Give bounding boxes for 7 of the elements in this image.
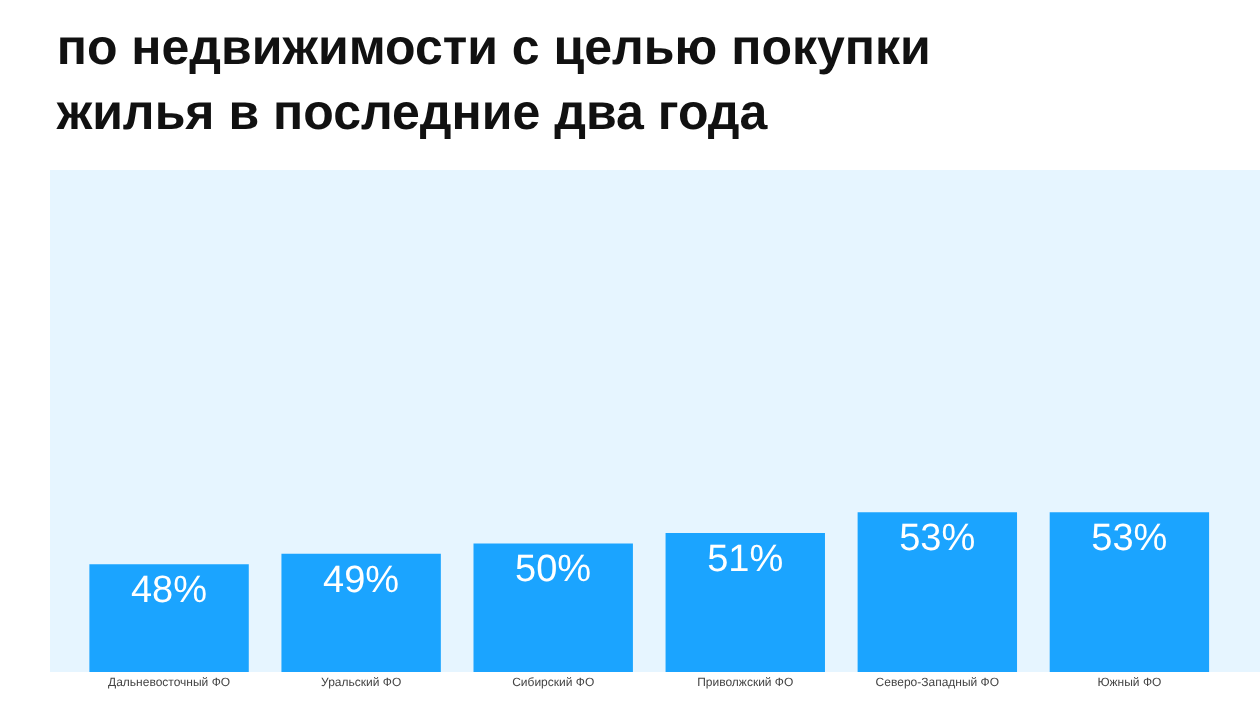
data-label: 53% [899, 518, 976, 561]
data-label: 48% [130, 570, 208, 613]
chart-title: по недвижимости с целью покупки жилья в последние два года [54, 19, 931, 141]
data-label: 50% [515, 549, 592, 592]
data-label: 53% [1091, 518, 1168, 561]
data-label: 49% [323, 559, 400, 602]
data-label: 51% [707, 539, 784, 582]
